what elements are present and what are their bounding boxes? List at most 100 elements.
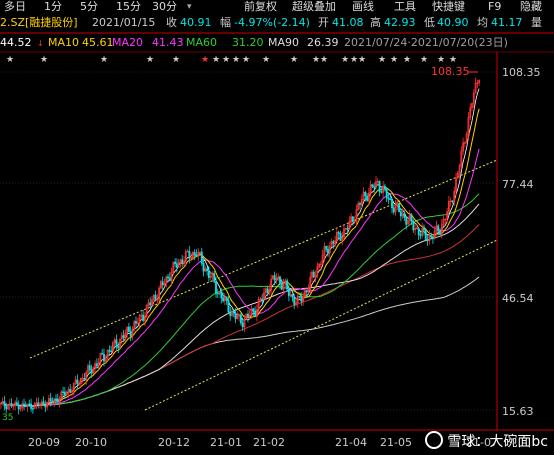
ma60-line [0,193,480,407]
price-tick-0: 108.35 [502,66,541,79]
period-dropdown-icon[interactable]: ▾ [187,2,192,12]
candle-body [298,295,301,298]
candle-body [364,191,367,197]
toolbar-hide[interactable]: 隐藏 [520,0,542,13]
quote-bar: 2.SZ[融捷股份] 2021/01/15 收 40.91 幅 -4.97%(-… [0,15,554,30]
candle-body [401,213,404,217]
toolbar-tools[interactable]: 工具 [394,0,416,13]
svg-text:★: ★ [341,55,349,65]
candle-body [263,292,265,301]
date-axis: 20-09 20-10 20-12 21-01 21-02 21-04 21-0… [28,436,498,449]
candle-body [190,257,193,259]
toolbar-draw-line[interactable]: 画线 [352,0,374,13]
candle-body [440,224,443,234]
candle-body [92,367,95,374]
candle-body [136,322,139,324]
toolbar-15min[interactable]: 15分 [116,0,141,13]
candle-body [259,298,262,300]
candle-body [110,350,113,353]
toolbar-5min[interactable]: 5分 [80,0,98,13]
ma10-label: MA10 [48,36,80,49]
candle-body [316,266,319,277]
svg-text:★: ★ [242,55,250,65]
candle-body [12,405,15,407]
svg-text:★: ★ [420,55,428,65]
toolbar-shortcut[interactable]: 快捷键 [432,0,465,13]
candle-body [40,401,43,405]
candle-body [243,318,246,328]
candle-body [300,296,303,302]
candle-body [209,276,212,278]
candle-body [250,308,253,316]
toolbar-30min[interactable]: 30分 [152,0,177,13]
candle-body [167,276,169,279]
candle-body [88,365,91,370]
candle-body [373,186,376,188]
ma250-line [0,276,480,407]
ma-bar: 44.52 ↓ MA10 45.61 MA20 41.43 MA60 31.20… [0,36,508,49]
candle-body [69,389,72,393]
candle-body [465,134,468,143]
candlesticks [0,77,481,415]
candle-body [351,216,354,223]
candle-body [343,228,345,238]
candle-body [30,403,33,409]
candle-body [218,291,221,294]
candle-body [103,353,105,362]
candle-body [58,398,61,403]
toolbar-1min[interactable]: 1分 [44,0,62,13]
candle-body [380,191,383,193]
toolbar-forward-adjust[interactable]: 前复权 [244,0,277,13]
candle-body [412,221,415,231]
candle-body [362,191,365,200]
candle-body [360,199,363,205]
candle-body [271,275,274,280]
candle-body [451,200,454,202]
candle-body [49,398,52,402]
candle-body [257,298,260,311]
candle-body [328,246,331,254]
candle-body [216,292,219,295]
lower-trend-line [144,239,498,411]
candle-body [147,302,150,306]
toolbar-multi-day[interactable]: 多日 [4,0,26,13]
candle-body [149,302,152,306]
candle-body [399,211,402,217]
candle-body [252,308,255,312]
date-tick-1: 20-10 [75,436,107,449]
candle-body [410,214,413,222]
svg-text:★: ★ [320,55,328,65]
candle-body [430,235,433,238]
toolbar-super-overlay[interactable]: 超级叠加 [292,0,336,13]
candle-body [421,228,424,236]
candle-body [122,335,125,339]
candle-body [353,220,356,223]
svg-text:★: ★ [403,55,411,65]
candle-body [67,389,70,393]
candle-body [415,227,418,230]
candle-body [293,296,296,305]
candle-body [83,377,86,380]
candle-body [7,404,9,410]
candle-body [206,268,209,272]
toolbar-f9[interactable]: F9 [488,0,502,13]
candle-body [213,273,216,283]
candle-body [385,188,388,199]
svg-text:★: ★ [358,55,366,65]
candle-body [321,254,324,265]
candle-body [305,290,308,293]
svg-text:★: ★ [212,55,220,65]
date-tick-2: 20-12 [158,436,190,449]
candle-body [467,117,470,135]
ma5-line [0,88,480,407]
candle-body [339,233,342,241]
candle-body [44,404,47,408]
candle-body [126,326,129,334]
candle-body [163,283,166,286]
candle-body [15,402,18,406]
candle-body [101,352,104,355]
svg-text:★: ★ [350,55,358,65]
candle-body [382,185,385,193]
svg-text:★: ★ [201,55,209,65]
